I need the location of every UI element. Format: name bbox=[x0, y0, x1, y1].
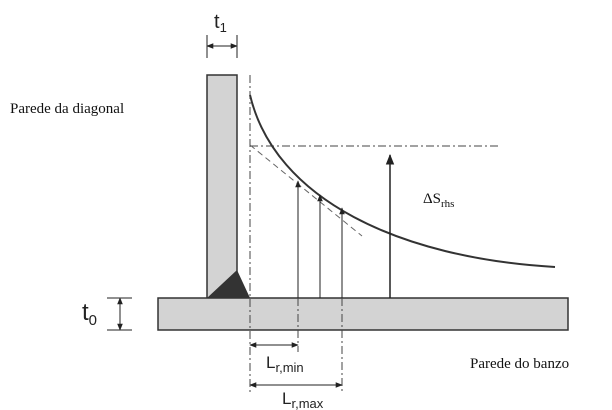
t0-label: t0 bbox=[82, 299, 97, 329]
t1-label: t1 bbox=[214, 11, 227, 35]
diagonal-wall-label: Parede da diagonal bbox=[10, 101, 124, 117]
linear-extrapolation bbox=[249, 144, 363, 237]
lr-max-label: Lr,max bbox=[282, 389, 324, 410]
lr-min-label: Lr,min bbox=[266, 353, 304, 375]
chord-wall-label: Parede do banzo bbox=[470, 356, 569, 372]
stress-arrows bbox=[295, 153, 395, 298]
t0-dimension bbox=[107, 297, 132, 331]
stress-label: ΔSrhs bbox=[423, 191, 454, 210]
diagonal-plate bbox=[206, 74, 238, 299]
chord-plate bbox=[157, 297, 569, 331]
weld bbox=[207, 270, 250, 298]
reference-lines bbox=[249, 75, 500, 392]
t1-dimension bbox=[206, 35, 238, 58]
l-dimensions bbox=[249, 342, 343, 388]
stress-curve bbox=[249, 94, 556, 268]
